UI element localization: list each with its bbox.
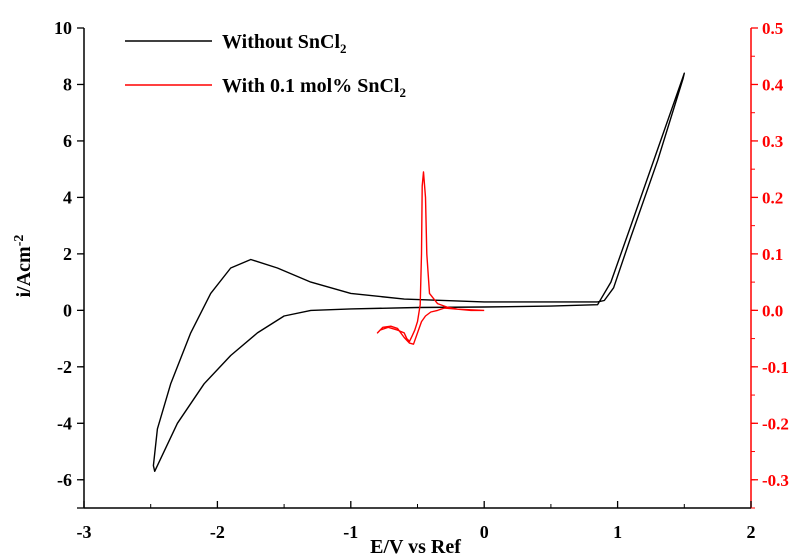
x-tick-label: 1	[613, 522, 622, 542]
y-tick-label: -4	[57, 413, 72, 433]
y-tick-label: -6	[57, 470, 72, 490]
series-line-with-sncl2	[376, 171, 485, 345]
y2-tick-label: 0.1	[762, 245, 783, 264]
series-line-without-sncl2	[152, 72, 685, 472]
y-axis-title: i/Acm-2	[12, 235, 35, 298]
y-tick-label: 6	[63, 131, 72, 151]
y-tick-label: 0	[63, 300, 72, 320]
y2-tick-label: 0.3	[762, 132, 783, 151]
y2-tick-label: 0.0	[762, 301, 783, 320]
legend-label-without-sncl2: Without SnCl2	[222, 31, 347, 56]
legend-label-with-sncl2: With 0.1 mol% SnCl2	[222, 75, 406, 100]
x-axis-title: E/V vs Ref	[370, 536, 461, 558]
y2-tick-label: 0.2	[762, 188, 783, 207]
y-tick-label: 2	[63, 244, 72, 264]
x-tick-label: -2	[210, 522, 225, 542]
y-tick-label: 10	[54, 18, 72, 38]
legend: Without SnCl2 With 0.1 mol% SnCl2	[125, 31, 406, 100]
y-tick-label: -2	[57, 357, 72, 377]
x-tick-label: -1	[343, 522, 358, 542]
y-tick-label: 8	[63, 74, 72, 94]
y2-tick-label: 0.4	[762, 75, 784, 94]
x-tick-label: 2	[747, 522, 756, 542]
y2-tick-label: -0.1	[762, 358, 789, 377]
y-tick-label: 4	[63, 187, 72, 207]
x-tick-label: 0	[480, 522, 489, 542]
y2-tick-label: -0.3	[762, 471, 789, 490]
x-tick-label: -3	[77, 522, 92, 542]
y2-tick-label: -0.2	[762, 414, 789, 433]
y2-tick-label: 0.5	[762, 19, 783, 38]
